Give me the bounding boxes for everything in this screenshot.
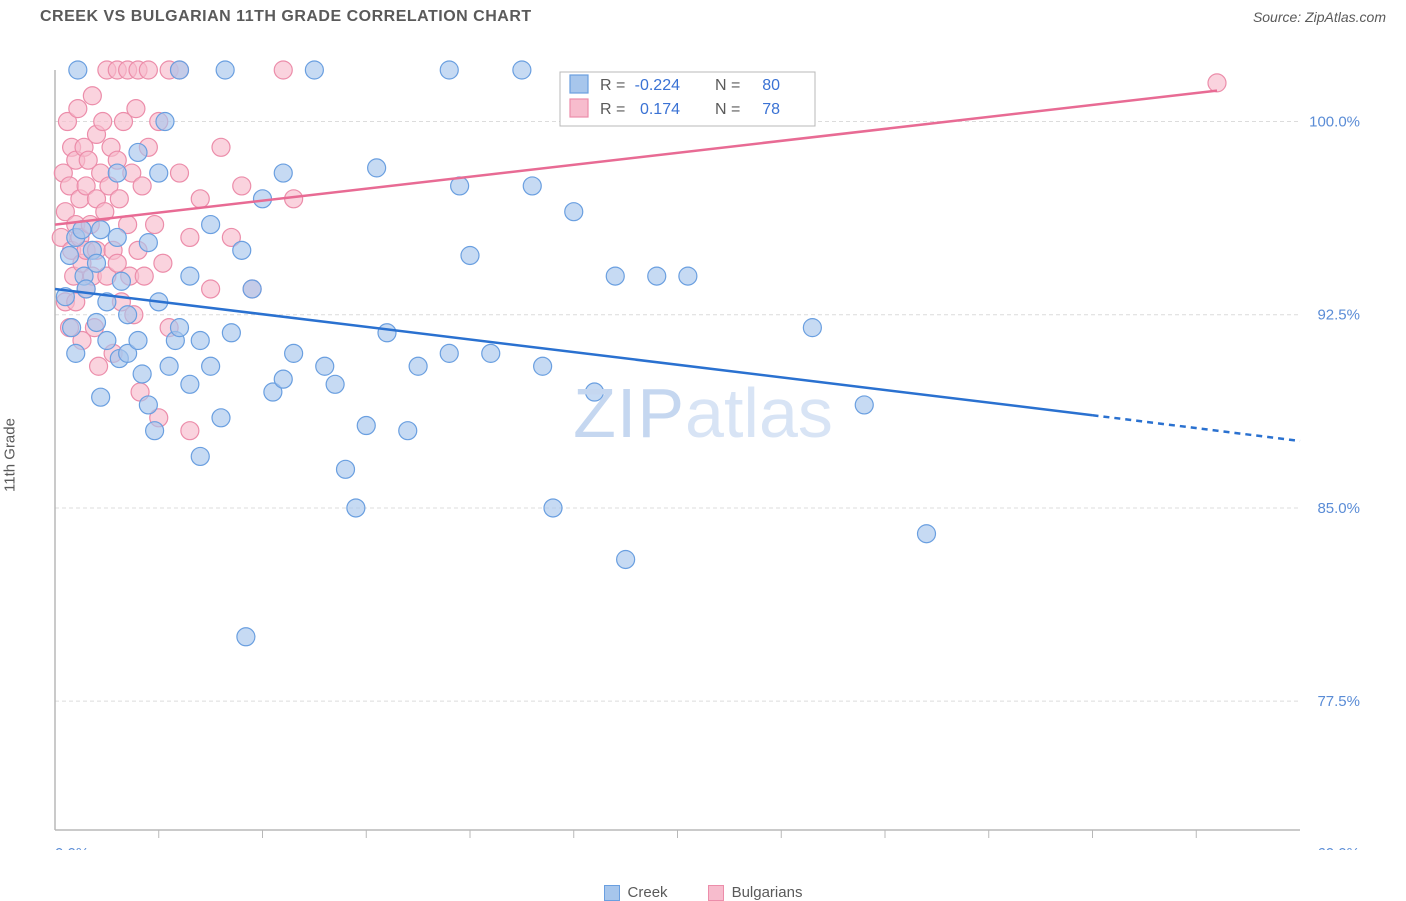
- chart-source: Source: ZipAtlas.com: [1253, 9, 1386, 25]
- svg-text:85.0%: 85.0%: [1317, 500, 1360, 517]
- legend-item: Bulgarians: [708, 884, 803, 901]
- svg-text:100.0%: 100.0%: [1309, 114, 1360, 131]
- svg-text:N =: N =: [715, 101, 740, 118]
- chart-header: CREEK VS BULGARIAN 11TH GRADE CORRELATIO…: [0, 0, 1406, 30]
- chart-title: CREEK VS BULGARIAN 11TH GRADE CORRELATIO…: [40, 8, 532, 26]
- svg-text:92.5%: 92.5%: [1317, 307, 1360, 324]
- svg-text:80: 80: [762, 77, 780, 94]
- legend-label: Bulgarians: [732, 884, 803, 901]
- svg-text:77.5%: 77.5%: [1317, 693, 1360, 710]
- svg-text:0.174: 0.174: [640, 101, 680, 118]
- legend-label: Creek: [628, 884, 668, 901]
- legend-bottom: Creek Bulgarians: [0, 880, 1406, 901]
- svg-text:R =: R =: [600, 77, 625, 94]
- legend-swatch: [604, 885, 620, 901]
- svg-text:-0.224: -0.224: [635, 77, 680, 94]
- svg-text:N =: N =: [715, 77, 740, 94]
- svg-text:0.0%: 0.0%: [55, 845, 89, 850]
- svg-text:R =: R =: [600, 101, 625, 118]
- svg-text:78: 78: [762, 101, 780, 118]
- y-axis-label: 11th Grade: [2, 418, 19, 492]
- svg-text:60.0%: 60.0%: [1317, 845, 1360, 850]
- scatter-plot-svg: 77.5% 85.0% 92.5% 100.0% 0.0% 60.0% R = -0.224 N…: [0, 30, 1406, 850]
- legend-swatch: [708, 885, 724, 901]
- legend-item: Creek: [604, 884, 668, 901]
- chart-area: 11th Grade 77.5% 85.0% 92.5% 100.0% 0.0% 60.0…: [0, 30, 1406, 880]
